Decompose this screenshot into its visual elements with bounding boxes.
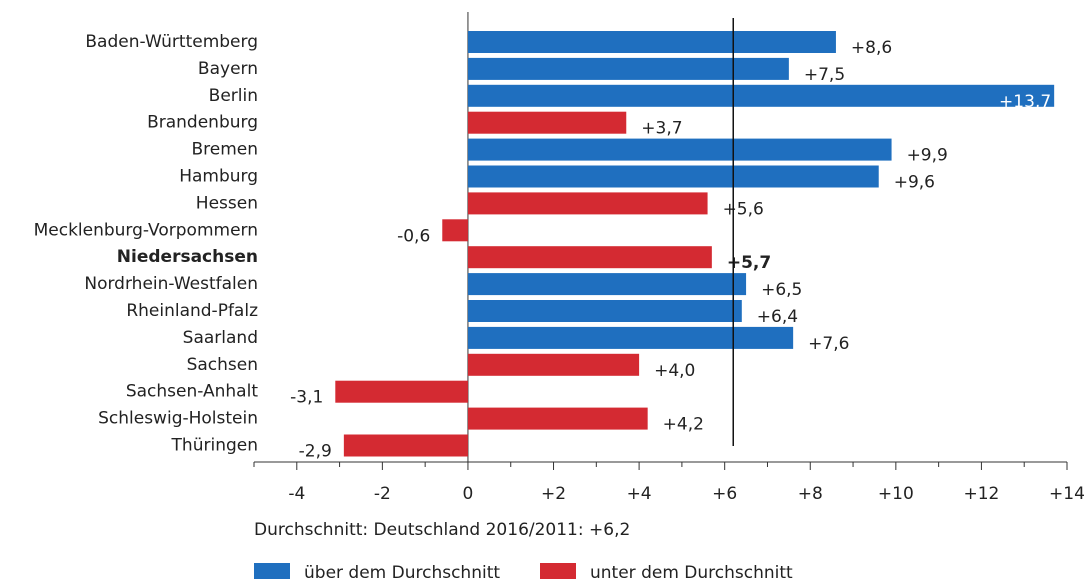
value-label: +13,7 [999, 92, 1051, 112]
value-label: +6,4 [757, 307, 798, 327]
bar [442, 219, 468, 242]
value-label: -3,1 [290, 388, 323, 408]
category-label: Bayern [198, 59, 258, 79]
category-label: Berlin [209, 86, 258, 106]
value-label: +4,2 [663, 415, 704, 435]
bar [467, 300, 742, 322]
bar [467, 165, 879, 188]
x-tick-label: +12 [963, 484, 999, 504]
value-label: +5,6 [723, 199, 764, 219]
category-label: Saarland [183, 328, 258, 348]
x-tick-label: +8 [798, 484, 823, 504]
legend-label: unter dem Durchschnitt [590, 563, 793, 583]
value-label: +4,0 [654, 361, 695, 381]
category-label: Sachsen [187, 355, 258, 375]
bar [467, 192, 708, 215]
value-label: -0,6 [397, 226, 430, 246]
x-tick-label: +6 [712, 484, 737, 504]
bar [343, 434, 468, 457]
x-tick-label: -4 [288, 484, 305, 504]
bar [335, 380, 468, 403]
bar [467, 84, 1055, 107]
x-tick-label: 0 [463, 484, 474, 504]
bar [467, 57, 789, 80]
category-label: Niedersachsen [117, 247, 258, 267]
legend-swatch [254, 563, 290, 579]
category-label: Hessen [196, 193, 258, 213]
category-label: Brandenburg [147, 113, 258, 133]
bar [467, 246, 712, 269]
value-label: +9,6 [894, 173, 935, 193]
x-tick-label: -2 [374, 484, 391, 504]
value-label: -2,9 [299, 442, 332, 462]
bar [467, 138, 892, 161]
bar [467, 326, 794, 349]
value-label: +7,6 [808, 334, 849, 354]
category-label: Hamburg [179, 167, 258, 187]
bar [467, 31, 836, 53]
value-label: +5,7 [727, 253, 771, 273]
bar [467, 273, 747, 296]
bar [467, 111, 627, 134]
value-label: +6,5 [761, 280, 802, 300]
value-label: +7,5 [804, 65, 845, 85]
category-label: Schleswig-Holstein [98, 409, 258, 429]
category-label: Sachsen-Anhalt [126, 382, 258, 402]
category-label: Baden-Württemberg [85, 32, 258, 52]
x-tick-label: +10 [878, 484, 914, 504]
legend-label: über dem Durchschnitt [304, 563, 500, 583]
bar [467, 353, 640, 376]
category-label: Thüringen [171, 436, 258, 456]
category-label: Mecklenburg-Vorpommern [34, 220, 258, 240]
category-label: Bremen [191, 140, 258, 160]
x-tick-label: +14 [1049, 484, 1085, 504]
x-tick-label: +4 [627, 484, 652, 504]
value-label: +8,6 [851, 38, 892, 58]
x-tick-label: +2 [541, 484, 566, 504]
category-label: Nordrhein-Westfalen [84, 274, 258, 294]
legend-swatch [540, 563, 576, 579]
category-label: Rheinland-Pfalz [126, 301, 258, 321]
bar [467, 407, 648, 430]
value-label: +3,7 [641, 119, 682, 139]
value-label: +9,9 [907, 146, 948, 166]
average-note: Durchschnitt: Deutschland 2016/2011: +6,… [254, 520, 630, 540]
